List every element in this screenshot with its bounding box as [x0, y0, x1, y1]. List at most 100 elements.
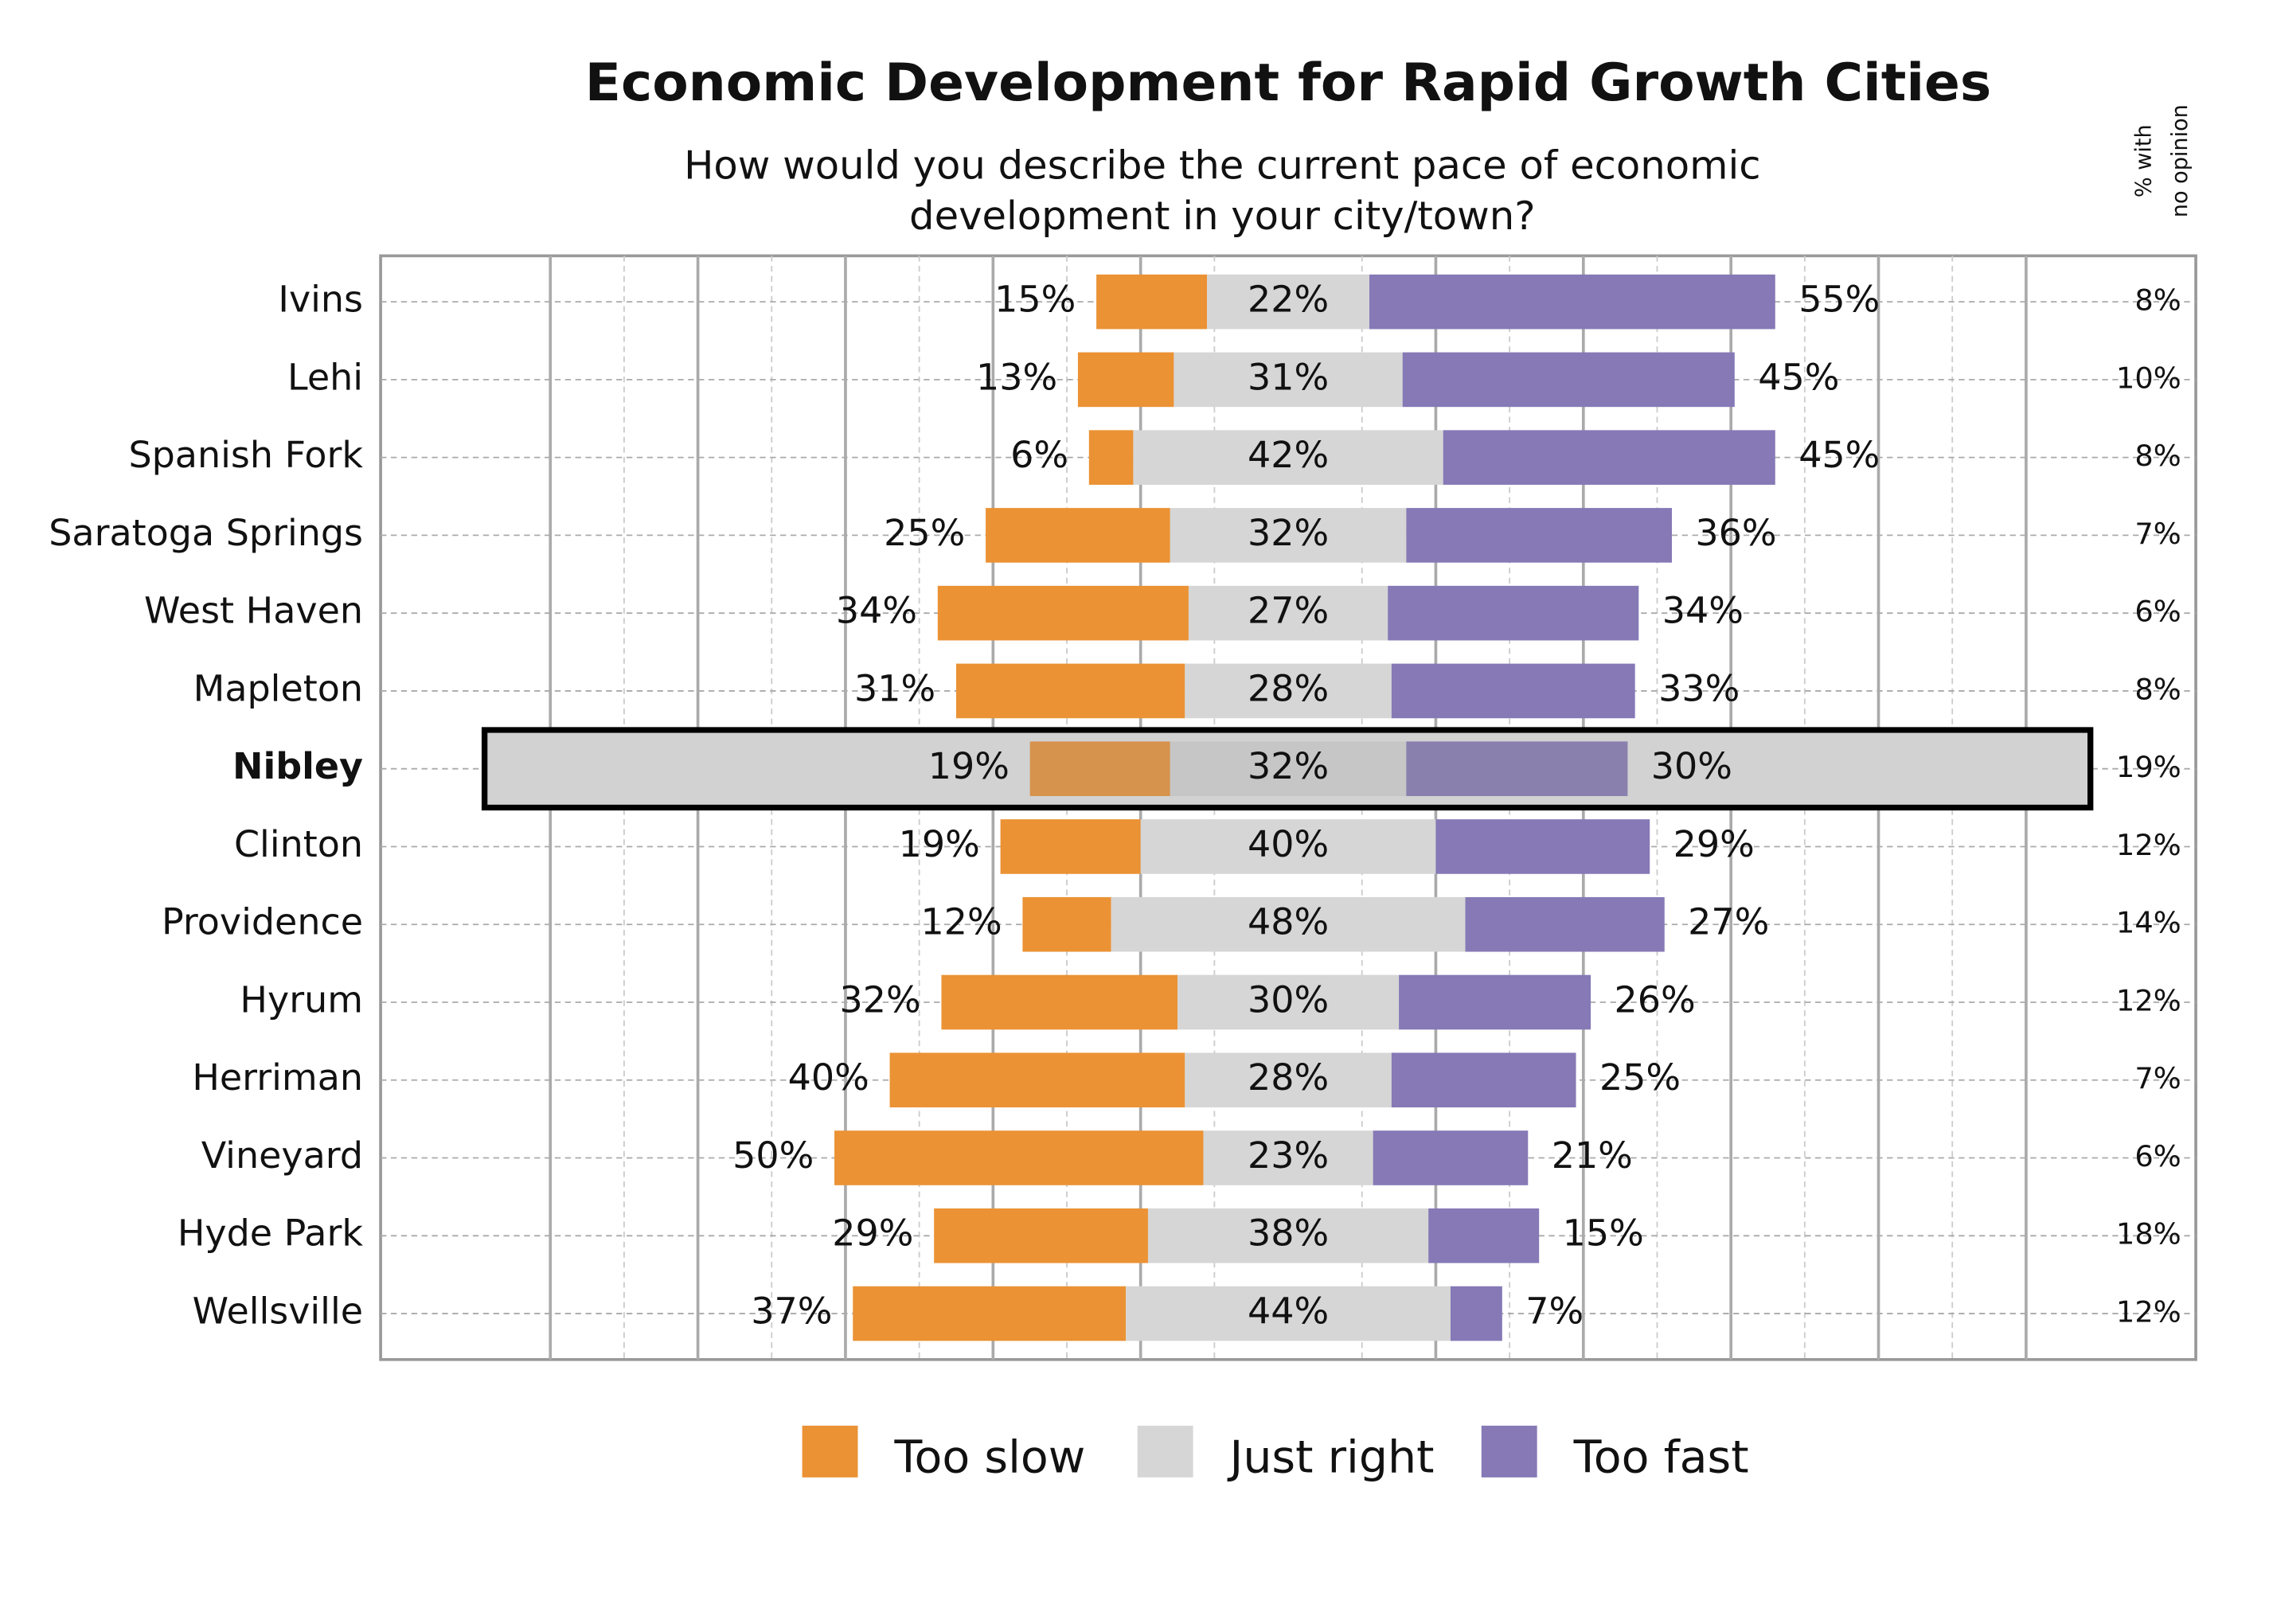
- bar-just-right: [1111, 896, 1466, 952]
- category-label: Herriman: [192, 1057, 363, 1099]
- value-label: 45%: [1798, 434, 1880, 476]
- category-label: Mapleton: [193, 668, 363, 710]
- bar-too-slow: [941, 974, 1178, 1030]
- bar-too-slow: [1000, 819, 1141, 874]
- bar-just-right: [1133, 430, 1443, 485]
- bar-too-fast: [1399, 974, 1591, 1030]
- bar-too-fast: [1435, 819, 1650, 874]
- value-label: 37%: [751, 1290, 832, 1333]
- value-label: 32%: [1248, 512, 1329, 554]
- value-label: 28%: [1248, 1057, 1329, 1099]
- legend-label: Just right: [1227, 1432, 1434, 1483]
- value-label: 31%: [1248, 357, 1329, 399]
- category-label: West Haven: [144, 590, 363, 632]
- bar-just-right: [1170, 508, 1407, 563]
- value-label: 12%: [920, 901, 1002, 943]
- no-opinion-label: 14%: [2116, 906, 2181, 940]
- bar-just-right: [1188, 585, 1388, 641]
- highlight-frame: [481, 727, 2094, 811]
- bar-too-fast: [1406, 508, 1673, 563]
- category-label: Saratoga Springs: [49, 512, 363, 554]
- category-label: Spanish Fork: [128, 434, 363, 476]
- value-label: 36%: [1695, 512, 1776, 554]
- category-label: Lehi: [287, 357, 363, 399]
- bar-too-fast: [1443, 430, 1775, 485]
- no-opinion-title: % with: [2131, 124, 2156, 197]
- bar-too-fast: [1369, 274, 1775, 330]
- value-label: 32%: [1248, 745, 1329, 787]
- bar-too-fast: [1373, 1130, 1529, 1185]
- no-opinion-label: 18%: [2116, 1217, 2181, 1251]
- bar-too-slow: [853, 1286, 1127, 1341]
- bar-too-slow: [1096, 274, 1208, 330]
- value-label: 50%: [732, 1134, 814, 1177]
- category-label: Hyde Park: [178, 1212, 364, 1255]
- value-label: 19%: [899, 823, 980, 865]
- category-label: Nibley: [232, 745, 363, 787]
- value-label: 25%: [884, 512, 965, 554]
- category-label: Vineyard: [201, 1134, 363, 1177]
- value-label: 42%: [1248, 434, 1329, 476]
- bar-just-right: [1207, 274, 1370, 330]
- bar-too-fast: [1388, 585, 1639, 641]
- value-label: 26%: [1614, 979, 1695, 1021]
- value-label: 31%: [854, 668, 935, 710]
- bar-too-fast: [1450, 1286, 1502, 1341]
- no-opinion-label: 12%: [2116, 828, 2181, 862]
- no-opinion-label: 7%: [2134, 517, 2181, 551]
- bar-just-right: [1185, 663, 1392, 719]
- value-label: 6%: [1010, 434, 1068, 476]
- no-opinion-label: 7%: [2134, 1061, 2181, 1095]
- value-label: 55%: [1798, 279, 1880, 321]
- bar-too-fast: [1391, 1052, 1576, 1108]
- no-opinion-label: 12%: [2116, 984, 2181, 1018]
- bar-too-slow: [1022, 896, 1111, 952]
- value-label: 15%: [994, 279, 1076, 321]
- value-label: 25%: [1599, 1057, 1681, 1099]
- bar-too-fast: [1391, 663, 1635, 719]
- bar-too-slow: [937, 585, 1189, 641]
- bar-just-right: [1177, 974, 1400, 1030]
- chart-subtitle: development in your city/town?: [909, 193, 1536, 238]
- value-label: 40%: [788, 1057, 869, 1099]
- value-label: 27%: [1248, 590, 1329, 632]
- value-label: 30%: [1651, 745, 1732, 787]
- value-label: 48%: [1248, 901, 1329, 943]
- category-label: Hyrum: [240, 979, 363, 1021]
- bar-too-slow: [1029, 741, 1170, 797]
- no-opinion-label: 12%: [2116, 1295, 2181, 1329]
- value-label: 22%: [1248, 279, 1329, 321]
- no-opinion-label: 6%: [2134, 1139, 2181, 1173]
- no-opinion-label: 8%: [2134, 439, 2181, 473]
- bar-just-right: [1140, 819, 1436, 874]
- value-label: 33%: [1658, 668, 1740, 710]
- bar-too-slow: [1077, 352, 1174, 408]
- value-label: 29%: [832, 1212, 913, 1255]
- bar-too-slow: [955, 663, 1185, 719]
- bar-just-right: [1203, 1130, 1373, 1185]
- no-opinion-label: 10%: [2116, 361, 2181, 396]
- category-label: Wellsville: [193, 1290, 363, 1333]
- plot-frame: [379, 254, 2197, 1361]
- value-label: 32%: [840, 979, 921, 1021]
- bar-too-slow: [934, 1208, 1148, 1263]
- bar-just-right: [1147, 1208, 1429, 1263]
- category-label: Ivins: [278, 279, 363, 321]
- bar-just-right: [1126, 1286, 1451, 1341]
- value-label: 15%: [1563, 1212, 1644, 1255]
- bar-too-fast: [1402, 352, 1735, 408]
- bar-too-slow: [986, 508, 1170, 563]
- value-label: 34%: [836, 590, 917, 632]
- bar-too-slow: [834, 1130, 1204, 1185]
- value-label: 13%: [976, 357, 1057, 399]
- no-opinion-title: no opinion: [2168, 104, 2193, 217]
- bar-too-fast: [1406, 741, 1628, 797]
- bar-too-slow: [1088, 430, 1134, 485]
- value-label: 29%: [1673, 823, 1755, 865]
- no-opinion-label: 19%: [2116, 750, 2181, 784]
- chart-title: Economic Development for Rapid Growth Ci…: [585, 53, 1992, 113]
- bar-too-fast: [1465, 896, 1665, 952]
- value-label: 44%: [1248, 1290, 1329, 1333]
- category-label: Providence: [162, 901, 363, 943]
